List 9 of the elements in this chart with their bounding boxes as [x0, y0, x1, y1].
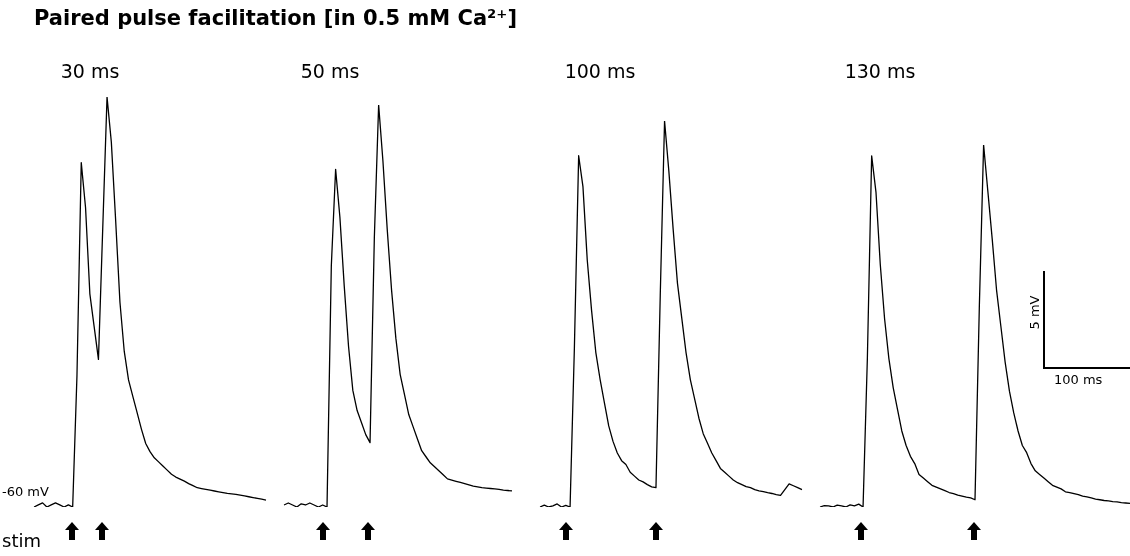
chart-subtitle: 30 ms: [60, 60, 120, 82]
chart-subtitle: 50 ms: [300, 60, 360, 82]
chart-subtitle: 130 ms: [844, 60, 916, 82]
annotation: 100 ms: [1054, 372, 1103, 387]
annotation: -60 mV: [2, 484, 49, 499]
text: stim: [2, 530, 41, 551]
chart-title: Paired pulse facilitation [in 0.5 mM Ca²⁺]: [34, 6, 517, 30]
chart-subtitle: 100 ms: [564, 60, 636, 82]
annotation: 5 mV: [1027, 295, 1043, 330]
